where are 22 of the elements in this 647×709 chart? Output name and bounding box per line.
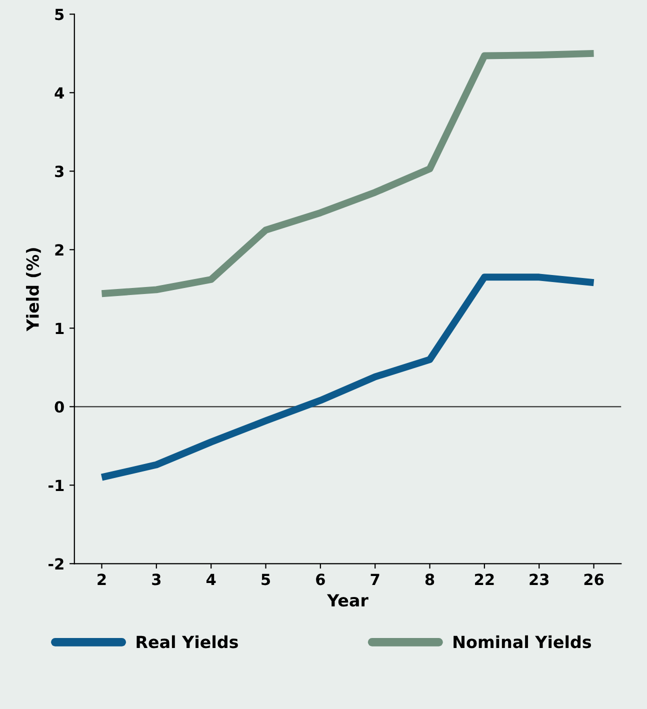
x-tick-label: 3 (152, 574, 161, 586)
x-tick-label: 26 (584, 574, 604, 586)
y-tick-label: 5 (55, 8, 64, 20)
y-axis-title: Yield (%) (26, 248, 41, 332)
y-tick-label: 3 (55, 166, 64, 178)
y-tick-label: 1 (56, 322, 64, 334)
x-axis-title: Year (326, 594, 368, 607)
x-tick-label: 22 (475, 574, 494, 585)
legend-label: Real Yields (136, 635, 238, 648)
legend-label: Nominal Yields (454, 635, 592, 648)
x-tick-label: 2 (98, 574, 106, 585)
y-tick-label: 2 (55, 244, 64, 256)
y-tick-label: 4 (54, 87, 64, 98)
x-tick-label: 4 (206, 574, 216, 585)
x-tick-label: 8 (425, 574, 434, 586)
x-tick-label: 23 (530, 574, 549, 586)
x-tick-label: 5 (262, 574, 270, 586)
x-tick-label: 7 (370, 574, 380, 585)
y-tick-label: -2 (48, 558, 64, 570)
y-tick-label: -1 (48, 480, 64, 491)
y-tick-label: 0 (54, 401, 64, 413)
x-tick-label: 6 (316, 574, 325, 586)
